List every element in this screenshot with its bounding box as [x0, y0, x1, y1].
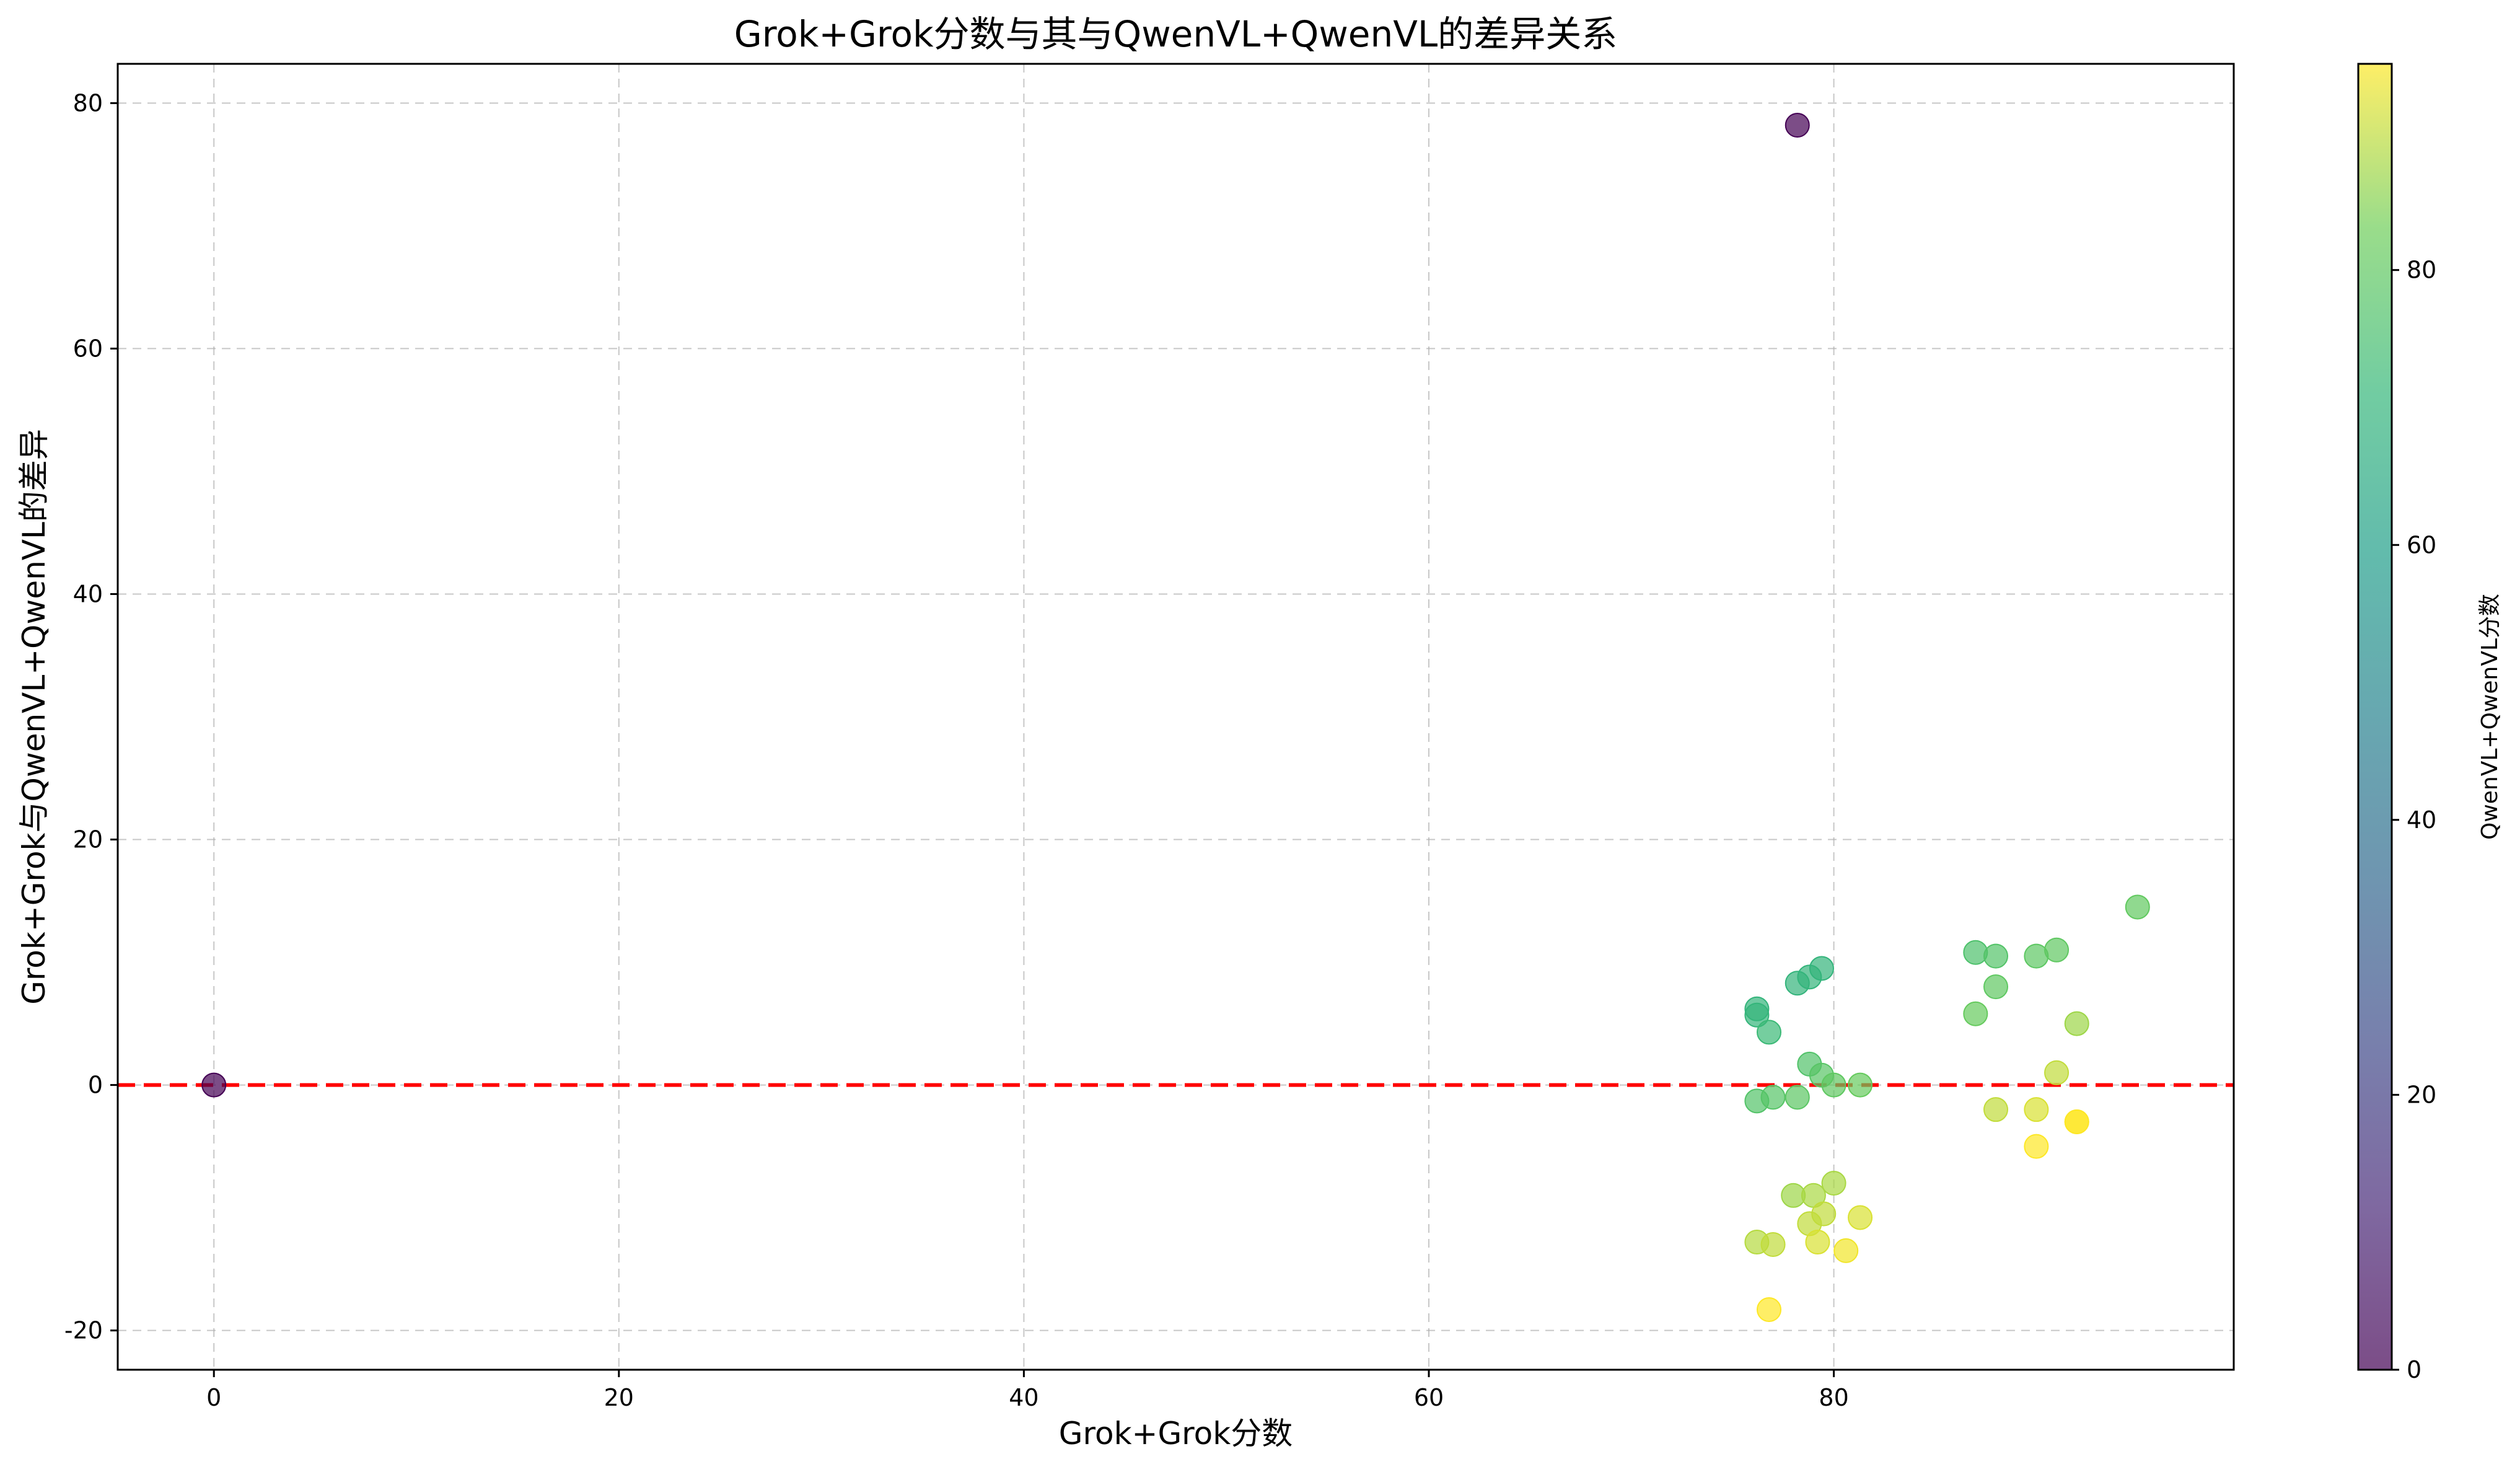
data-point [2024, 1134, 2049, 1159]
y-tick-label: 40 [73, 580, 103, 607]
y-tick-label: -20 [64, 1317, 103, 1344]
y-tick-label: 0 [88, 1072, 103, 1099]
data-point [1983, 974, 2009, 1000]
plot-frame [116, 63, 2235, 1371]
data-point [2044, 937, 2070, 963]
colorbar-tick-label: 80 [2407, 257, 2436, 284]
x-tick-label: 60 [1414, 1384, 1444, 1411]
data-point [2125, 894, 2150, 920]
colorbar-tick-label: 0 [2407, 1356, 2421, 1383]
colorbar-label: QwenVL+QwenVL分数 [2477, 594, 2503, 840]
y-tick-label: 20 [73, 826, 103, 853]
data-point [1785, 113, 1810, 138]
data-point [2064, 1109, 2089, 1134]
y-axis-ticks: -20 0 20 40 60 80 [64, 89, 118, 1344]
x-axis-ticks: 0 20 40 60 80 [206, 1370, 1849, 1411]
data-point [1805, 1230, 1830, 1255]
data-point [2064, 1011, 2089, 1036]
data-point [1744, 1002, 1770, 1028]
chart-title: Grok+Grok分数与其与QwenVL+QwenVL的差异关系 [734, 13, 1617, 55]
y-axis-label: Grok+Grok与QwenVL+QwenVL的差异 [16, 429, 52, 1005]
data-point [1848, 1072, 1873, 1098]
data-point [1983, 1097, 2009, 1122]
data-point [2024, 1097, 2049, 1122]
colorbar-tick-label: 20 [2407, 1081, 2436, 1108]
data-point [1757, 1297, 1782, 1322]
data-point [1760, 1085, 1786, 1110]
colorbar-ticks: 0 20 40 60 80 [2392, 257, 2436, 1383]
colorbar-frame [2357, 63, 2393, 1371]
colorbar-tick-label: 60 [2407, 531, 2436, 558]
x-tick-label: 0 [206, 1384, 221, 1411]
data-point [1809, 956, 1834, 981]
data-point [1821, 1072, 1846, 1098]
data-point [2044, 1060, 2070, 1085]
colorbar-tick-label: 40 [2407, 806, 2436, 834]
data-point [1757, 1020, 1782, 1045]
data-point [1848, 1205, 1873, 1230]
data-point [1833, 1238, 1859, 1263]
y-tick-label: 80 [73, 89, 103, 117]
data-point [1963, 940, 1988, 965]
data-point [201, 1072, 227, 1098]
data-point [1760, 1232, 1786, 1258]
data-point [1983, 943, 2009, 969]
x-tick-label: 40 [1009, 1384, 1038, 1411]
y-tick-label: 60 [73, 335, 103, 362]
x-tick-label: 80 [1819, 1384, 1848, 1411]
data-points [201, 113, 2150, 1322]
x-axis-label: Grok+Grok分数 [1059, 1416, 1293, 1452]
grid-lines [118, 64, 2234, 1370]
colorbar-gradient [2358, 64, 2392, 1370]
colorbar: 0 20 40 60 80 QwenVL+QwenVL分数 [2357, 63, 2503, 1383]
data-point [1821, 1171, 1846, 1196]
x-tick-label: 20 [604, 1384, 634, 1411]
data-point [1785, 1085, 1810, 1110]
data-point [1963, 1001, 1988, 1026]
